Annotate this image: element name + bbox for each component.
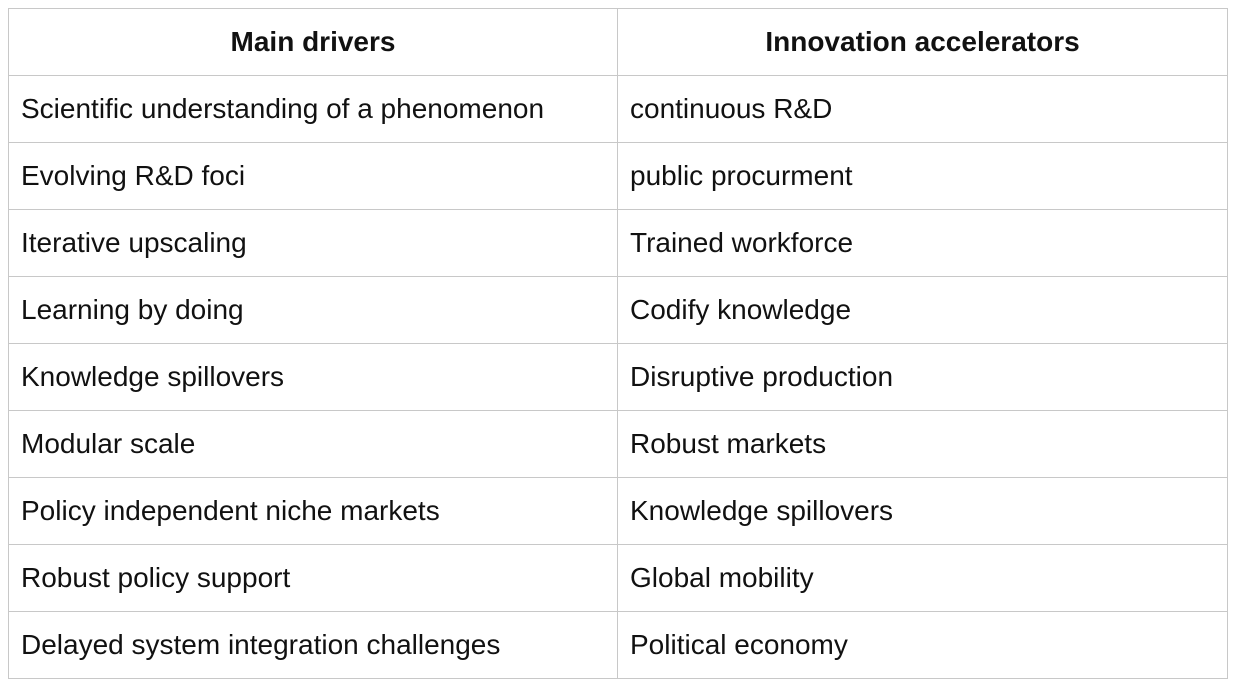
accelerator-cell: Trained workforce bbox=[617, 209, 1228, 277]
main-driver-cell: Robust policy support bbox=[8, 544, 618, 612]
table-row: Policy independent niche markets Knowled… bbox=[8, 477, 1228, 545]
header-main-drivers: Main drivers bbox=[8, 8, 618, 76]
header-innovation-accelerators: Innovation accelerators bbox=[617, 8, 1228, 76]
table-row: Learning by doing Codify knowledge bbox=[8, 276, 1228, 344]
main-driver-cell: Delayed system integration challenges bbox=[8, 611, 618, 679]
table-row: Delayed system integration challenges Po… bbox=[8, 611, 1228, 679]
accelerator-cell: Knowledge spillovers bbox=[617, 477, 1228, 545]
table-row: Knowledge spillovers Disruptive producti… bbox=[8, 343, 1228, 411]
main-driver-cell: Iterative upscaling bbox=[8, 209, 618, 277]
accelerator-cell: Political economy bbox=[617, 611, 1228, 679]
accelerator-cell: continuous R&D bbox=[617, 75, 1228, 143]
main-driver-cell: Learning by doing bbox=[8, 276, 618, 344]
drivers-accelerators-table: Main drivers Innovation accelerators Sci… bbox=[8, 8, 1228, 679]
main-driver-cell: Scientific understanding of a phenomenon bbox=[8, 75, 618, 143]
table-row: Modular scale Robust markets bbox=[8, 410, 1228, 478]
table-row: Scientific understanding of a phenomenon… bbox=[8, 75, 1228, 143]
main-driver-cell: Knowledge spillovers bbox=[8, 343, 618, 411]
table-header: Main drivers Innovation accelerators bbox=[8, 8, 1228, 76]
table-row: Evolving R&D foci public procurment bbox=[8, 142, 1228, 210]
table-body: Scientific understanding of a phenomenon… bbox=[8, 75, 1228, 679]
main-driver-cell: Policy independent niche markets bbox=[8, 477, 618, 545]
main-driver-cell: Modular scale bbox=[8, 410, 618, 478]
accelerator-cell: Disruptive production bbox=[617, 343, 1228, 411]
accelerator-cell: Robust markets bbox=[617, 410, 1228, 478]
table-row: Robust policy support Global mobility bbox=[8, 544, 1228, 612]
accelerator-cell: Codify knowledge bbox=[617, 276, 1228, 344]
header-row: Main drivers Innovation accelerators bbox=[8, 8, 1228, 76]
main-driver-cell: Evolving R&D foci bbox=[8, 142, 618, 210]
accelerator-cell: Global mobility bbox=[617, 544, 1228, 612]
table-row: Iterative upscaling Trained workforce bbox=[8, 209, 1228, 277]
accelerator-cell: public procurment bbox=[617, 142, 1228, 210]
